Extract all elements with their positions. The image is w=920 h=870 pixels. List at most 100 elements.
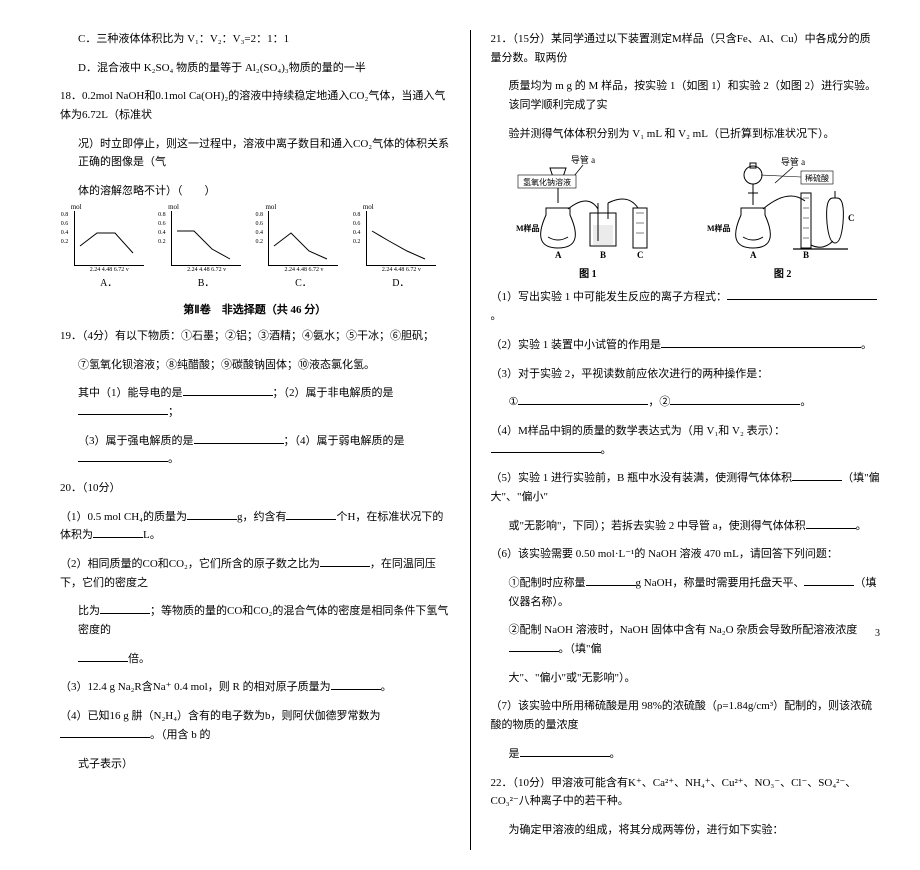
figure-2: 导管 a 稀硫酸 M样品 A: [693, 153, 873, 280]
svg-text:M样品: M样品: [707, 223, 731, 233]
blank: [586, 574, 636, 586]
svg-text:导管 a: 导管 a: [571, 154, 595, 165]
q21-7b: 是。: [491, 745, 881, 764]
svg-text:M样品: M样品: [516, 223, 540, 233]
chart-d-cell: mol 0.80.60.40.2 2.24 4.48 6.72 v D．: [366, 211, 436, 289]
blank: [806, 517, 856, 529]
column-divider: [470, 30, 471, 850]
q21-line2: 质量均为 m g 的 M 样品，按实验 1（如图 1）和实验 2（如图 2）进行…: [491, 77, 881, 114]
q19-line4: （3）属于强电解质的是；（4）属于弱电解质的是。: [60, 432, 450, 469]
chart-d-xticks: 2.24 4.48 6.72 v: [367, 267, 436, 273]
apparatus-figures: 导管 a 氢氧化钠溶液 M样品 A: [491, 153, 881, 280]
section2-title: 第Ⅱ卷 非选择题（共 46 分）: [60, 301, 450, 317]
figure-2-label: 图 2: [693, 265, 873, 280]
blank: [518, 393, 648, 405]
blank: [78, 450, 168, 462]
q21-6b2: 大"、"偏小"或"无影响"）。: [491, 669, 881, 688]
q21-5a: （5）实验 1 进行实验前，B 瓶中水没有装满，使测得气体体积（填"偏大"、"偏…: [491, 469, 881, 506]
blank: [520, 745, 610, 757]
blank: [661, 336, 861, 348]
svg-text:导管 a: 导管 a: [781, 156, 805, 167]
q21-7a: （7）该实验中所用稀硫酸是用 98%的浓硫酸（ρ=1.84g/cm³）配制的，则…: [491, 697, 881, 734]
q18-line3: 体的溶解忽略不计）（ ）: [60, 182, 450, 201]
blank: [331, 678, 381, 690]
q21-6: （6）该实验需要 0.50 mol·L⁻¹的 NaOH 溶液 470 mL，请回…: [491, 545, 881, 564]
chart-b: mol 0.80.60.40.2 2.24 4.48 6.72 v: [171, 211, 241, 266]
svg-text:A: A: [750, 250, 757, 260]
q17-opt-d: D．混合液中 K₂SO₄ 物质的量等于 Al₂(SO₄)₃物质的量的一半: [60, 59, 450, 78]
svg-text:稀硫酸: 稀硫酸: [805, 173, 829, 183]
q18-charts: mol 0.80.60.40.2 2.24 4.48 6.72 v A． mol…: [60, 211, 450, 289]
chart-d: mol 0.80.60.40.2 2.24 4.48 6.72 v: [366, 211, 436, 266]
chart-d-label: D．: [366, 274, 436, 289]
blank: [194, 432, 284, 444]
q20-3: （3）12.4 g Na₂R含Na⁺ 0.4 mol，则 R 的相对原子质量为。: [60, 678, 450, 697]
q18-line2: 况）时立即停止，则这一过程中，溶液中离子数目和通入CO₂气体的体积关系正确的图像…: [60, 135, 450, 172]
q19-line3: 其中（1）能导电的是；（2）属于非电解质的是；: [60, 384, 450, 421]
blank: [491, 441, 601, 453]
q21-5b: 或"无影响"，下同）；若拆去实验 2 中导管 a，使测得气体体积。: [491, 517, 881, 536]
q21-6a: ①配制时应称量g NaOH，称量时需要用托盘天平、（填仪器名称）。: [491, 574, 881, 611]
svg-text:C: C: [848, 213, 855, 223]
svg-text:B: B: [600, 250, 606, 260]
chart-b-yticks: 0.80.60.40.2: [158, 211, 166, 247]
page-number: 3: [875, 628, 880, 639]
q20-4b: 式子表示）: [60, 755, 450, 774]
chart-a: mol 0.80.60.40.2 2.24 4.48 6.72 v: [74, 211, 144, 266]
chart-a-yticks: 0.80.60.40.2: [61, 211, 69, 247]
blank: [286, 508, 336, 520]
q21-line3: 验并测得气体体积分别为 V₁ mL 和 V₂ mL（已折算到标准状况下）。: [491, 125, 881, 144]
q21-2: （2）实验 1 装置中小试管的作用是。: [491, 336, 881, 355]
chart-b-cell: mol 0.80.60.40.2 2.24 4.48 6.72 v B．: [171, 211, 241, 289]
chart-a-ylabel: mol: [71, 203, 82, 211]
chart-a-label: A．: [74, 274, 144, 289]
q19-line1: 19．（4分）有以下物质：①石墨；②铝；③酒精；④氨水；⑤干冰；⑥胆矾；: [60, 327, 450, 346]
chart-d-ylabel: mol: [363, 203, 374, 211]
chart-b-xticks: 2.24 4.48 6.72 v: [172, 267, 241, 273]
svg-text:B: B: [803, 250, 809, 260]
chart-c: mol 0.80.60.40.2 2.24 4.48 6.72 v: [268, 211, 338, 266]
q19-line2: ⑦氢氧化钡溶液；⑧纯醋酸；⑨碳酸钠固体；⑩液态氯化氢。: [60, 356, 450, 375]
q21-3: （3）对于实验 2，平视读数前应依次进行的两种操作是：: [491, 365, 881, 384]
chart-a-cell: mol 0.80.60.40.2 2.24 4.48 6.72 v A．: [74, 211, 144, 289]
q20-1: （1）0.5 mol CH₄的质量为g，约含有个H，在标准状况下的体积为L。: [60, 508, 450, 545]
blank: [670, 393, 800, 405]
chart-c-yticks: 0.80.60.40.2: [255, 211, 263, 247]
figure-1-label: 图 1: [498, 265, 678, 280]
q21-6b: ②配制 NaOH 溶液时，NaOH 固体中含有 Na₂O 杂质会导致所配溶液浓度…: [491, 621, 881, 658]
blank: [509, 640, 559, 652]
q20-2b: 比为；等物质的量的CO和CO₂的混合气体的密度是相同条件下氢气密度的: [60, 602, 450, 639]
chart-d-yticks: 0.80.60.40.2: [353, 211, 361, 247]
blank: [804, 574, 854, 586]
q21-4: （4）M样品中铜的质量的数学表达式为（用 V₁和 V₂ 表示）：。: [491, 422, 881, 459]
blank: [183, 384, 273, 396]
chart-c-xticks: 2.24 4.48 6.72 v: [269, 267, 338, 273]
q20-2c: 倍。: [60, 650, 450, 669]
q17-opt-c: C．三种液体体积比为 V₁：V₂：V₃=2：1：1: [60, 30, 450, 49]
q20-2a: （2）相同质量的CO和CO₂，它们所含的原子数之比为，在同温同压下，它们的密度之: [60, 555, 450, 592]
q21-3ops: ①，②。: [491, 393, 881, 412]
chart-b-label: B．: [171, 274, 241, 289]
chart-a-xticks: 2.24 4.48 6.72 v: [75, 267, 144, 273]
blank: [60, 726, 150, 738]
chart-c-ylabel: mol: [265, 203, 276, 211]
blank: [727, 288, 877, 300]
q21-line1: 21．（15分）某同学通过以下装置测定M样品（只含Fe、Al、Cu）中各成分的质…: [491, 30, 881, 67]
q22-a: 22．（10分）甲溶液可能含有K⁺、Ca²⁺、NH₄⁺、Cu²⁺、NO₃⁻、Cl…: [491, 774, 881, 811]
apparatus-2-icon: 导管 a 稀硫酸 M样品 A: [693, 153, 873, 263]
blank: [93, 526, 143, 538]
apparatus-1-icon: 导管 a 氢氧化钠溶液 M样品 A: [498, 153, 678, 263]
blank: [792, 469, 842, 481]
svg-text:C: C: [637, 250, 644, 260]
chart-b-ylabel: mol: [168, 203, 179, 211]
q20-head: 20．（10分）: [60, 479, 450, 498]
svg-text:氢氧化钠溶液: 氢氧化钠溶液: [523, 177, 571, 187]
q21-1: （1）写出实验 1 中可能发生反应的离子方程式：。: [491, 288, 881, 325]
svg-text:A: A: [555, 250, 562, 260]
blank: [78, 403, 168, 415]
blank: [78, 650, 128, 662]
chart-c-cell: mol 0.80.60.40.2 2.24 4.48 6.72 v C．: [268, 211, 338, 289]
blank: [187, 508, 237, 520]
q22-b: 为确定甲溶液的组成，将其分成两等份，进行如下实验：: [491, 821, 881, 840]
blank: [100, 602, 150, 614]
